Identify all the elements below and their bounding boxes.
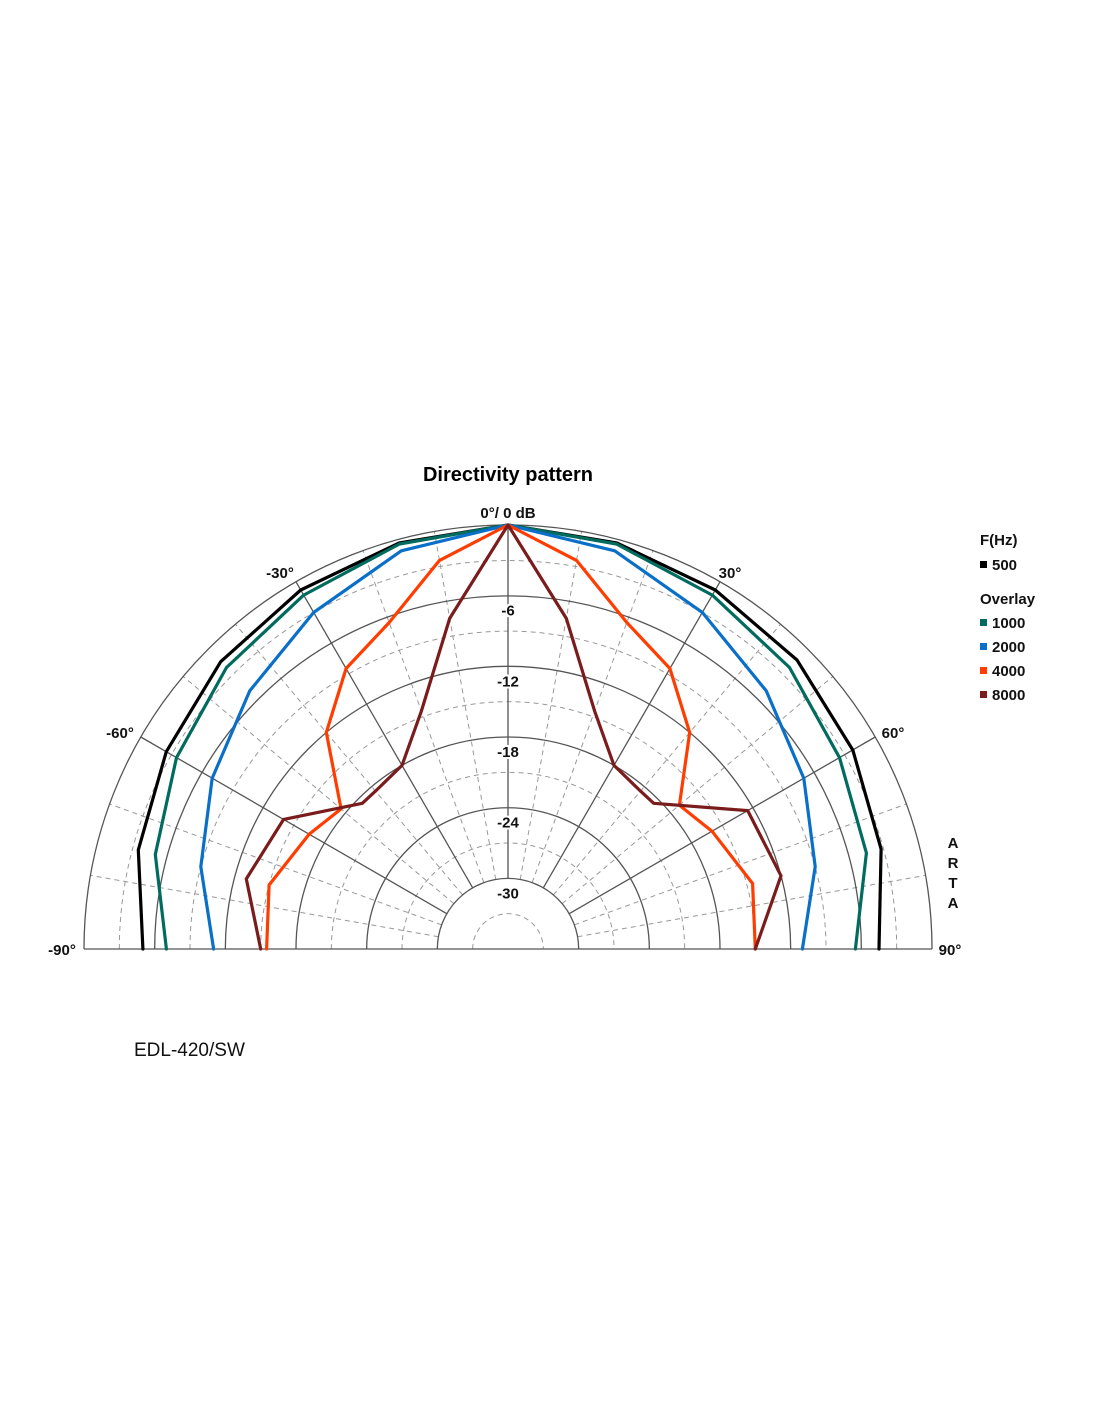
- minor-spoke: [519, 531, 583, 880]
- legend-item-500: 500: [992, 557, 1017, 574]
- top-angle-label: 0°/ 0 dB: [480, 505, 535, 522]
- chart-title: Directivity pattern: [423, 464, 593, 486]
- minor-spoke: [577, 874, 926, 938]
- db-tick-label: -30: [497, 885, 519, 902]
- db-tick-label: -12: [497, 673, 519, 690]
- minor-spoke: [553, 623, 781, 896]
- major-spoke: [568, 736, 876, 915]
- minor-spoke: [561, 676, 834, 904]
- minor-spoke: [235, 623, 463, 896]
- polar-curves: [136, 523, 883, 951]
- legend-overlay-header: Overlay: [980, 591, 1036, 608]
- db-tick-label: -18: [497, 744, 519, 761]
- legend-swatch: [980, 691, 987, 698]
- minor-spoke: [433, 531, 497, 880]
- polar-labels: Directivity pattern 0°/ 0 dB -90° -60° -30° 3…: [48, 464, 961, 959]
- major-spoke: [542, 581, 721, 889]
- minor-ring: [330, 771, 686, 950]
- legend-freq-header: F(Hz): [980, 532, 1018, 549]
- minor-spoke: [574, 803, 907, 926]
- minor-spoke: [90, 874, 439, 938]
- model-label: EDL-420/SW: [134, 1040, 245, 1061]
- major-spoke: [295, 581, 474, 889]
- legend-swatch: [980, 619, 987, 626]
- minor-ring: [472, 913, 544, 950]
- major-spoke: [140, 736, 448, 915]
- angle-label-m30: -30°: [266, 565, 294, 582]
- db-tick-label: -24: [497, 815, 519, 832]
- legend-item-4000: 4000: [992, 663, 1025, 680]
- angle-label-90: 90°: [939, 942, 962, 959]
- watermark-letter: R: [948, 855, 959, 872]
- minor-ring: [118, 559, 898, 950]
- legend-swatch: [980, 561, 987, 568]
- legend-swatch: [980, 667, 987, 674]
- legend: F(Hz) 500 Overlay 1000 2000 4000 8000: [980, 532, 1036, 704]
- angle-label-30: 30°: [719, 565, 742, 582]
- db-tick-label: -6: [501, 603, 514, 620]
- minor-spoke: [531, 550, 654, 883]
- angle-label-m90: -90°: [48, 942, 76, 959]
- legend-item-2000: 2000: [992, 639, 1025, 656]
- series-8000-curve: [244, 523, 783, 951]
- angle-label-60: 60°: [882, 725, 905, 742]
- watermark-letter: A: [948, 835, 959, 852]
- angle-label-m60: -60°: [106, 725, 134, 742]
- minor-spoke: [362, 550, 485, 883]
- legend-item-8000: 8000: [992, 687, 1025, 704]
- minor-spoke: [109, 803, 442, 926]
- watermark-letter: A: [948, 895, 959, 912]
- legend-swatch: [980, 643, 987, 650]
- minor-spoke: [182, 676, 455, 904]
- watermark-letter: T: [948, 875, 957, 892]
- legend-item-1000: 1000: [992, 615, 1025, 632]
